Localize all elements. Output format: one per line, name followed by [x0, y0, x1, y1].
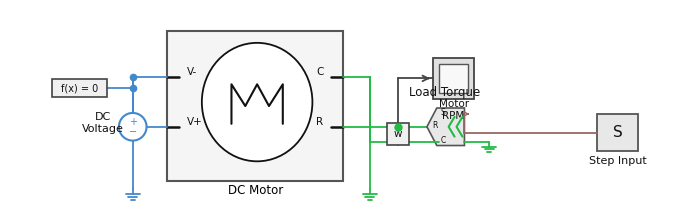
Polygon shape — [427, 108, 464, 146]
Bar — [433, 58, 474, 99]
Text: +: + — [129, 117, 137, 127]
Ellipse shape — [202, 43, 312, 161]
Bar — [596, 114, 638, 151]
Bar — [387, 123, 409, 145]
Text: DC
Voltage: DC Voltage — [82, 112, 124, 134]
Circle shape — [119, 113, 147, 141]
Text: Load Torque: Load Torque — [409, 86, 480, 99]
Text: −: − — [129, 127, 137, 137]
Bar — [167, 31, 343, 181]
Text: C: C — [441, 136, 446, 145]
Text: V-: V- — [187, 67, 197, 77]
Text: R: R — [316, 117, 323, 127]
Text: V+: V+ — [187, 117, 203, 127]
Text: Motor
RPM: Motor RPM — [438, 99, 469, 121]
Text: C: C — [316, 67, 323, 77]
Text: R: R — [432, 121, 438, 130]
Text: Step Input: Step Input — [588, 156, 646, 166]
Text: S: S — [612, 125, 623, 140]
Bar — [439, 64, 469, 93]
Text: w: w — [394, 129, 402, 139]
Bar — [52, 79, 107, 97]
Text: DC Motor: DC Motor — [228, 184, 283, 197]
Text: f(x) = 0: f(x) = 0 — [61, 83, 98, 93]
Text: S: S — [441, 108, 446, 117]
